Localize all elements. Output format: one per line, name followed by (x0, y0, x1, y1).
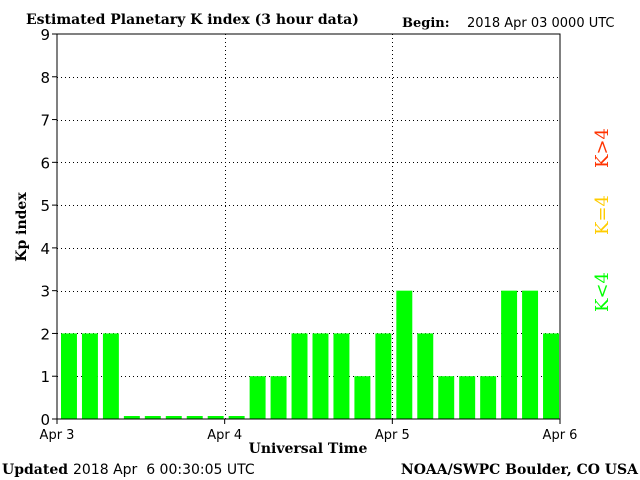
updated-value: 2018 Apr 6 00:30:05 UTC (73, 462, 255, 478)
y-tick-label: 8 (40, 69, 50, 87)
x-tick-label: Apr 5 (375, 428, 410, 443)
begin-value: 2018 Apr 03 0000 UTC (467, 16, 615, 31)
y-tick-label: 9 (40, 26, 50, 44)
kp-bar (249, 376, 266, 419)
kp-bar (291, 333, 308, 419)
legend-k-equal-4: K=4 (592, 195, 613, 235)
y-tick-label: 4 (40, 240, 50, 258)
y-tick-label: 7 (40, 112, 50, 130)
kp-bar (207, 416, 224, 419)
y-tick-label: 6 (40, 154, 50, 172)
kp-bar (543, 333, 559, 419)
credit-text: NOAA/SWPC Boulder, CO USA (401, 462, 639, 478)
kp-bar (396, 290, 413, 419)
y-tick-label: 1 (40, 368, 50, 386)
kp-bar (312, 333, 329, 419)
kp-bar (333, 333, 350, 419)
x-ticks: Apr 3 Apr 4 Apr 5 Apr 6 (40, 419, 578, 443)
x-tick-label: Apr 4 (207, 428, 242, 443)
bars (61, 290, 559, 419)
kp-bar (102, 333, 119, 419)
kp-bar (417, 333, 434, 419)
kp-bar (228, 416, 245, 419)
kp-bar (354, 376, 371, 419)
y-tick-label: 0 (40, 411, 50, 429)
kp-bar (186, 416, 203, 419)
kp-bar (61, 333, 77, 419)
kp-bar (144, 416, 161, 419)
grid-lines (57, 34, 560, 419)
y-ticks: 0 1 2 3 4 5 6 7 8 9 (40, 26, 57, 429)
kp-bar (375, 333, 392, 419)
kp-bar (270, 376, 287, 419)
x-tick-label: Apr 6 (543, 428, 578, 443)
kp-bar (501, 290, 518, 419)
kp-bar (165, 416, 182, 419)
kp-bar (438, 376, 455, 419)
legend-k-greater-4: K>4 (592, 128, 613, 168)
kp-bar (123, 416, 140, 419)
begin-label: Begin: (402, 16, 450, 31)
chart-title: Estimated Planetary K index (3 hour data… (26, 12, 359, 28)
y-tick-label: 2 (40, 325, 50, 343)
plot-frame (56, 33, 561, 420)
kp-bar (81, 333, 98, 419)
kp-bar (480, 376, 497, 419)
legend-k-less-4: K<4 (592, 272, 613, 312)
x-axis-label: Universal Time (249, 441, 368, 457)
y-tick-label: 3 (40, 283, 50, 301)
x-tick-label: Apr 3 (40, 428, 75, 443)
y-tick-label: 5 (40, 197, 50, 215)
updated-label: Updated (2, 462, 68, 478)
kp-bar (522, 290, 539, 419)
kp-bar (459, 376, 476, 419)
y-axis-label: Kp index (14, 192, 30, 262)
legend: K<4 K=4 K>4 (592, 128, 613, 312)
